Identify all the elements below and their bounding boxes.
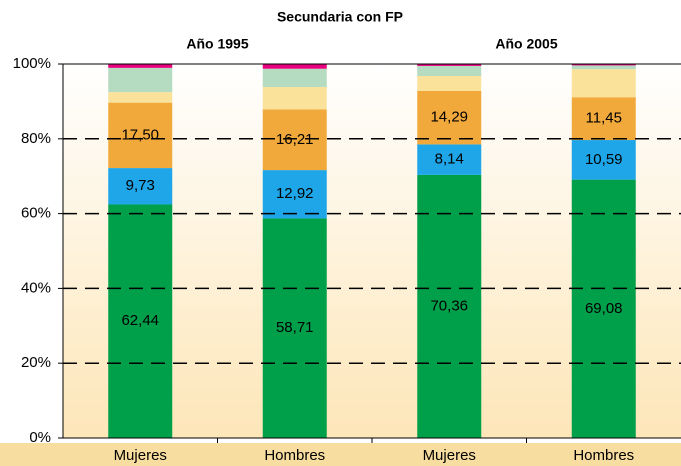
y-tick-label: 100% (13, 55, 51, 72)
data-label: 69,08 (585, 300, 623, 317)
data-label: 62,44 (121, 312, 159, 329)
bar-segment (417, 174, 482, 438)
data-label: 12,92 (276, 185, 314, 202)
bar-segment (262, 87, 327, 110)
bar-segment (417, 144, 482, 175)
x-tick-label: Mujeres (114, 447, 167, 464)
group-label: Año 2005 (495, 36, 557, 52)
data-label: 10,59 (585, 151, 623, 168)
bar-segment (571, 69, 636, 98)
bar-segment (571, 63, 636, 66)
category-band (0, 443, 681, 466)
group-label: Año 1995 (186, 36, 248, 52)
chart-title: Secundaria con FP (277, 9, 403, 25)
data-label: 8,14 (435, 151, 464, 168)
x-tick-label: Hombres (264, 447, 325, 464)
data-label: 9,73 (126, 177, 155, 194)
bar-segment (108, 102, 173, 169)
bar-segment (571, 140, 636, 180)
data-label: 11,45 (586, 110, 622, 127)
bar-segment (571, 65, 636, 70)
bar-segment (262, 68, 327, 88)
bar-segment (571, 97, 636, 141)
bar-segment (108, 92, 173, 103)
bar-segment (108, 204, 173, 438)
y-tick-label: 20% (21, 354, 51, 371)
bar-segment (262, 64, 327, 69)
bar-segment (417, 64, 482, 66)
y-tick-label: 40% (21, 279, 51, 296)
data-label: 17,50 (121, 126, 159, 143)
y-tick-label: 60% (21, 205, 51, 222)
bar-segment (108, 67, 173, 93)
x-tick-label: Mujeres (423, 447, 476, 464)
data-label: 70,36 (430, 297, 468, 314)
data-label: 14,29 (430, 109, 468, 126)
bar-segment (108, 168, 173, 205)
data-label: 58,71 (276, 319, 314, 336)
bar-segment (417, 76, 482, 91)
bar-segment (262, 170, 327, 219)
y-tick-label: 0% (29, 429, 51, 446)
bar-segment (417, 90, 482, 145)
bar-segment (262, 109, 327, 171)
y-tick-label: 80% (21, 130, 51, 147)
bar-segment (571, 179, 636, 438)
bar-segment (417, 65, 482, 77)
bar-segment (262, 218, 327, 438)
x-tick-label: Hombres (573, 447, 634, 464)
bar-segment (108, 64, 173, 68)
